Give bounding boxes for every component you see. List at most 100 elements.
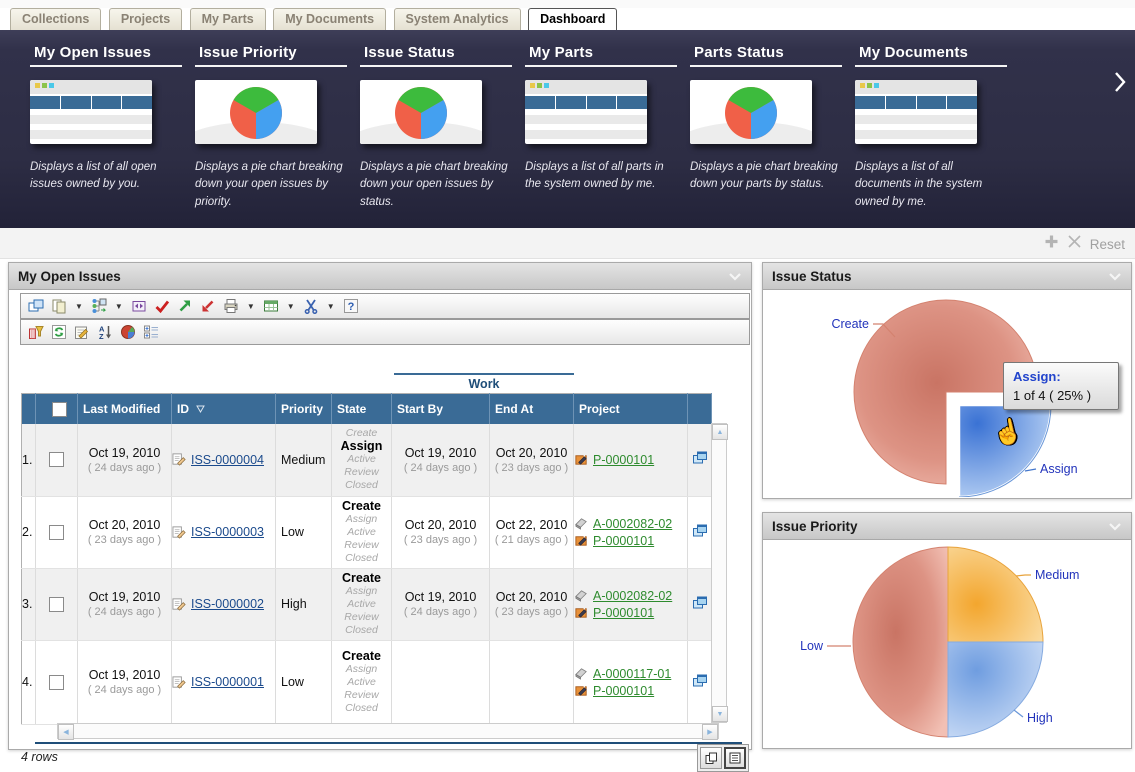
row-checkbox[interactable] — [49, 524, 64, 540]
dropdown-arrow-icon[interactable]: ▼ — [75, 301, 83, 311]
tooltip-value: 1 of 4 ( 25% ) — [1013, 388, 1092, 403]
col-project[interactable]: Project — [573, 393, 688, 424]
list-view-button[interactable] — [724, 747, 746, 769]
select-all-checkbox[interactable] — [51, 401, 67, 417]
scissors-icon[interactable] — [301, 296, 321, 316]
chevron-down-icon[interactable] — [1108, 522, 1122, 531]
dropdown-arrow-icon[interactable]: ▼ — [286, 301, 295, 311]
priority-cell: Low — [275, 640, 332, 725]
low-slice[interactable] — [852, 546, 949, 738]
project-link[interactable]: P-0000101 — [593, 452, 655, 467]
dropdown-arrow-icon[interactable]: ▼ — [114, 301, 123, 311]
card-title: My Documents — [855, 44, 1007, 67]
open-window-icon[interactable] — [692, 595, 708, 611]
table-row: 1. Oct 19, 2010( 24 days ago ) ISS-00000… — [21, 424, 712, 497]
table-header-row: Last Modified ID Priority State Start By… — [21, 393, 712, 424]
row-checkbox[interactable] — [49, 452, 64, 468]
cascade-view-button[interactable] — [700, 747, 722, 769]
open-window-icon[interactable] — [692, 523, 708, 539]
issue-link[interactable]: ISS-0000002 — [191, 597, 264, 611]
dropdown-arrow-icon[interactable]: ▼ — [326, 301, 335, 311]
col-start-by[interactable]: Start By — [391, 393, 490, 424]
promote-arrow-icon[interactable] — [175, 296, 195, 316]
filter-icon[interactable] — [26, 322, 46, 342]
widget-card-parts-status[interactable]: Parts Status Displays a pie chart breaki… — [690, 44, 842, 194]
print-icon[interactable] — [221, 296, 241, 316]
medium-slice[interactable] — [947, 546, 1044, 643]
demote-arrow-icon[interactable] — [198, 296, 218, 316]
issue-link[interactable]: ISS-0000003 — [191, 525, 264, 539]
chevron-right-icon[interactable] — [1113, 70, 1127, 99]
switch-window-icon[interactable] — [129, 296, 149, 316]
issue-link[interactable]: ISS-0000001 — [191, 675, 264, 689]
open-window-icon[interactable] — [692, 673, 708, 689]
export-grid-icon[interactable] — [261, 296, 281, 316]
tab-system-analytics[interactable]: System Analytics — [393, 8, 521, 30]
end-at-cell: Oct 22, 2010( 21 days ago ) — [489, 496, 574, 569]
expand-list-icon[interactable] — [141, 322, 161, 342]
pie-tooltip: Assign: 1 of 4 ( 25% ) — [1003, 362, 1119, 410]
row-checkbox[interactable] — [49, 674, 64, 690]
issue-icon — [172, 597, 187, 612]
project-link[interactable]: P-0000101 — [593, 683, 655, 698]
widget-card-issue-status[interactable]: Issue Status Displays a pie chart breaki… — [360, 44, 512, 211]
chevron-down-icon[interactable] — [728, 272, 742, 281]
row-number: 1. — [21, 424, 36, 497]
copy-icon[interactable] — [49, 296, 69, 316]
widget-card-my-parts[interactable]: My Parts Displays a list of all parts in… — [525, 44, 677, 194]
action-cell — [687, 424, 712, 497]
new-window-icon[interactable] — [26, 296, 46, 316]
project-link[interactable]: P-0000101 — [593, 533, 655, 548]
chart-icon[interactable] — [118, 322, 138, 342]
panel-title: My Open Issues — [18, 268, 121, 284]
chevron-down-icon[interactable] — [1108, 272, 1122, 281]
workflow-icon[interactable] — [89, 296, 109, 316]
refresh-icon[interactable] — [49, 322, 69, 342]
open-window-icon[interactable] — [692, 450, 708, 466]
issue-link[interactable]: ISS-0000004 — [191, 452, 264, 467]
col-last-modified[interactable]: Last Modified — [77, 393, 172, 424]
issue-status-pie-chart[interactable]: Create Assign — [763, 290, 1129, 499]
scroll-right-button[interactable]: ▶ — [702, 724, 718, 740]
project-icon — [574, 533, 589, 548]
reset-button[interactable]: Reset — [1089, 236, 1125, 252]
panel-header[interactable]: Issue Status — [763, 263, 1131, 290]
card-description: Displays a list of all documents in the … — [855, 161, 983, 208]
tab-collections[interactable]: Collections — [10, 8, 102, 30]
project-link[interactable]: P-0000101 — [593, 605, 655, 620]
high-slice[interactable] — [947, 641, 1044, 738]
panel-header[interactable]: Issue Priority — [763, 513, 1131, 540]
widget-card-my-documents[interactable]: My Documents Displays a list of all docu… — [855, 44, 1007, 211]
row-checkbox[interactable] — [49, 596, 64, 612]
col-id[interactable]: ID — [171, 393, 276, 424]
vertical-scrollbar[interactable]: ▲ ▼ — [711, 423, 728, 723]
issue-priority-pie-chart[interactable]: Medium Low High — [763, 540, 1129, 747]
edit-icon[interactable] — [72, 322, 92, 342]
widget-card-issue-priority[interactable]: Issue Priority Displays a pie chart brea… — [195, 44, 347, 211]
horizontal-scrollbar[interactable]: ◀ ▶ — [57, 723, 719, 740]
scroll-up-button[interactable]: ▲ — [712, 424, 728, 440]
start-by-cell: Oct 19, 2010( 24 days ago ) — [391, 424, 490, 497]
activity-link[interactable]: A-0002082-02 — [593, 516, 673, 531]
col-priority[interactable]: Priority — [275, 393, 332, 424]
panel-header[interactable]: My Open Issues — [9, 263, 751, 290]
activity-link[interactable]: A-0002082-02 — [593, 588, 673, 603]
tab-my-documents[interactable]: My Documents — [273, 8, 387, 30]
activity-link[interactable]: A-0000117-01 — [593, 666, 672, 681]
tab-dashboard[interactable]: Dashboard — [528, 8, 618, 30]
col-end-at[interactable]: End At — [489, 393, 574, 424]
table-row: 2. Oct 20, 2010( 23 days ago ) ISS-00000… — [21, 496, 712, 569]
priority-cell: Low — [275, 496, 332, 569]
scroll-down-button[interactable]: ▼ — [712, 706, 728, 722]
close-icon[interactable] — [1067, 234, 1082, 254]
tab-projects[interactable]: Projects — [108, 8, 183, 30]
scroll-left-button[interactable]: ◀ — [58, 724, 74, 740]
dropdown-arrow-icon[interactable]: ▼ — [246, 301, 255, 311]
checkmark-icon[interactable] — [152, 296, 172, 316]
widget-card-my-open-issues[interactable]: My Open Issues Displays a list of all op… — [30, 44, 182, 194]
col-state[interactable]: State — [331, 393, 392, 424]
help-icon[interactable]: ? — [341, 296, 361, 316]
tab-my-parts[interactable]: My Parts — [189, 8, 266, 30]
plus-icon[interactable] — [1044, 234, 1059, 254]
